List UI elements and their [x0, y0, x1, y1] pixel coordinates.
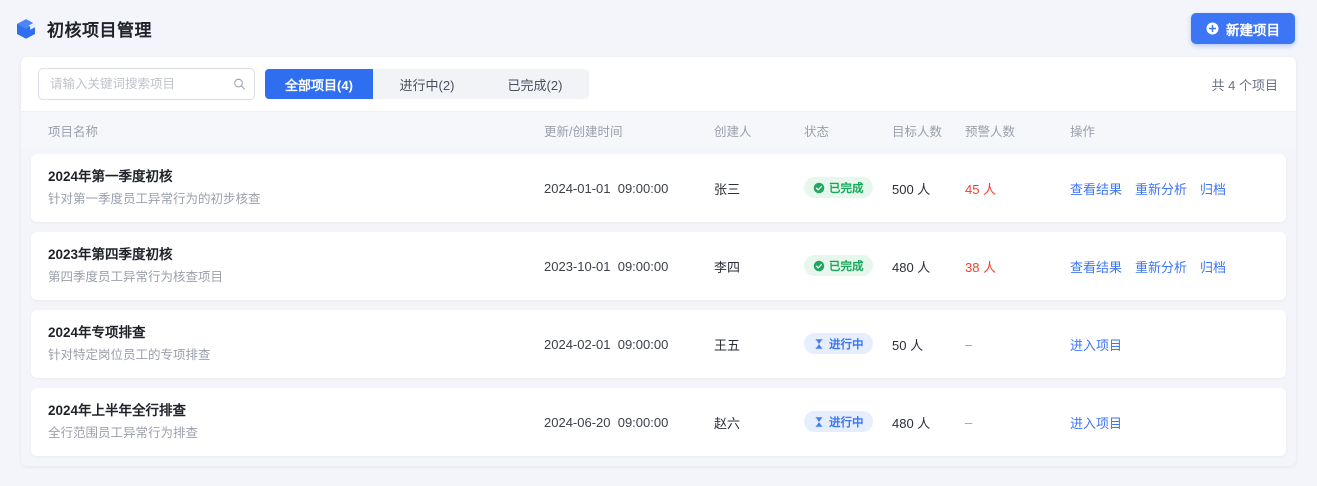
column-header-target: 目标人数	[892, 124, 943, 139]
project-target-count: 500 人	[892, 181, 931, 197]
project-title: 2024年第一季度初核	[48, 169, 173, 184]
column-header-actions: 操作	[1070, 124, 1096, 139]
total-count-label: 共 4 个项目	[1211, 77, 1278, 93]
project-target-count: 480 人	[892, 415, 931, 431]
status-badge: 已完成	[804, 177, 873, 199]
search-input[interactable]	[38, 68, 255, 100]
project-status-cell: 已完成	[804, 255, 892, 277]
project-status-cell: 进行中	[804, 411, 892, 433]
project-warning-count: –	[965, 336, 973, 352]
cube-icon	[17, 18, 35, 39]
project-target-count: 480 人	[892, 259, 931, 275]
project-warning-count: –	[965, 414, 973, 430]
action-link[interactable]: 查看结果	[1070, 259, 1123, 275]
project-actions-cell: 进入项目	[1070, 335, 1279, 354]
project-actions-cell: 进入项目	[1070, 413, 1279, 432]
project-name-cell: 2024年专项排查针对特定岗位员工的专项排查	[38, 323, 544, 365]
project-title: 2024年上半年全行排查	[48, 403, 187, 418]
projects-toolbar: 全部项目(4) 进行中(2) 已完成(2) 共 4 个项目	[21, 57, 1296, 112]
action-link[interactable]: 查看结果	[1070, 181, 1123, 197]
status-filter-tabs[interactable]: 全部项目(4) 进行中(2) 已完成(2)	[265, 69, 589, 99]
project-title: 2024年专项排查	[48, 325, 146, 340]
project-time: 2024-02-01 09:00:00	[544, 336, 669, 352]
column-header-time: 更新/创建时间	[544, 124, 623, 139]
action-link[interactable]: 进入项目	[1070, 337, 1123, 353]
page-title: 初核项目管理	[47, 21, 152, 40]
column-header-name: 项目名称	[48, 124, 99, 139]
project-name-cell: 2024年上半年全行排查 全行范围员工异常行为排查	[38, 401, 544, 443]
table-row[interactable]: 2024年上半年全行排查 全行范围员工异常行为排查 2024-06-20 09:00…	[31, 388, 1286, 456]
status-badge-label: 已完成	[829, 260, 864, 273]
search-box[interactable]	[38, 68, 255, 100]
table-header: 项目名称 更新/创建时间 创建人 状态 目标人数 预警人数 操作	[21, 112, 1296, 148]
check-circle-icon	[813, 260, 825, 271]
action-link[interactable]: 重新分析	[1135, 181, 1188, 197]
project-owner: 李四	[714, 259, 741, 275]
project-target-count: 50 人	[892, 337, 924, 353]
project-warning-count: 45 人	[965, 181, 997, 197]
new-project-button[interactable]: 新建项目	[1191, 13, 1295, 44]
table-row[interactable]: 2024年第一季度初核 针对第一季度员工异常行为的初步核查 2024-01-01 0…	[31, 154, 1286, 222]
project-actions-cell: 查看结果 重新分析 归档	[1070, 179, 1279, 198]
project-time: 2023-10-01 09:00:00	[544, 258, 669, 274]
status-badge-label: 进行中	[829, 338, 864, 351]
new-project-label: 新建项目	[1226, 22, 1280, 38]
project-description: 全行范围员工异常行为排查	[48, 426, 199, 440]
page-header: 初核项目管理 新建项目	[0, 0, 1317, 57]
project-description: 第四季度员工异常行为核查项目	[48, 270, 224, 284]
action-link[interactable]: 重新分析	[1135, 259, 1188, 275]
plus-circle-icon	[1206, 22, 1219, 35]
action-link[interactable]: 归档	[1200, 181, 1227, 197]
project-title: 2023年第四季度初核	[48, 247, 173, 262]
tab-all-projects[interactable]: 全部项目(4)	[265, 69, 373, 99]
project-time: 2024-01-01 09:00:00	[544, 180, 669, 196]
project-status-cell: 进行中	[804, 333, 892, 355]
table-row[interactable]: 2023年第四季度初核 第四季度员工异常行为核查项目 2023-10-01 09:0…	[31, 232, 1286, 300]
action-link[interactable]: 归档	[1200, 259, 1227, 275]
status-badge: 进行中	[804, 411, 873, 433]
project-description: 针对特定岗位员工的专项排查	[48, 348, 211, 362]
column-header-warning: 预警人数	[965, 124, 1016, 139]
project-owner: 张三	[714, 181, 741, 197]
hourglass-icon	[815, 416, 823, 427]
project-owner: 王五	[714, 337, 741, 353]
project-name-cell: 2024年第一季度初核针对第一季度员工异常行为的初步核查	[38, 167, 544, 209]
check-circle-icon	[813, 182, 825, 193]
project-status-cell: 已完成	[804, 177, 892, 199]
status-badge-label: 已完成	[829, 182, 864, 195]
table-body: 2024年第一季度初核 针对第一季度员工异常行为的初步核查 2024-01-01 0…	[21, 148, 1296, 466]
tab-completed[interactable]: 已完成(2)	[481, 69, 589, 99]
table-row[interactable]: 2024年专项排查 针对特定岗位员工的专项排查 2024-02-01 09:00:0…	[31, 310, 1286, 378]
column-header-status: 状态	[804, 124, 830, 139]
column-header-owner: 创建人	[714, 124, 752, 139]
project-name-cell: 2023年第四季度初核第四季度员工异常行为核查项目	[38, 245, 544, 287]
status-badge: 已完成	[804, 255, 873, 277]
project-actions-cell: 查看结果 重新分析 归档	[1070, 257, 1279, 276]
project-time: 2024-06-20 09:00:00	[544, 414, 669, 430]
action-link[interactable]: 进入项目	[1070, 415, 1123, 431]
project-description: 针对第一季度员工异常行为的初步核查	[48, 192, 261, 206]
status-badge: 进行中	[804, 333, 873, 355]
project-warning-count: 38 人	[965, 259, 997, 275]
tab-in-progress[interactable]: 进行中(2)	[373, 69, 481, 99]
project-owner: 赵六	[714, 415, 741, 431]
projects-card: 全部项目(4) 进行中(2) 已完成(2) 共 4 个项目 项目名称 更新/创建…	[21, 57, 1296, 466]
status-badge-label: 进行中	[829, 416, 864, 429]
brand: 初核项目管理	[14, 16, 152, 41]
hourglass-icon	[815, 338, 823, 349]
